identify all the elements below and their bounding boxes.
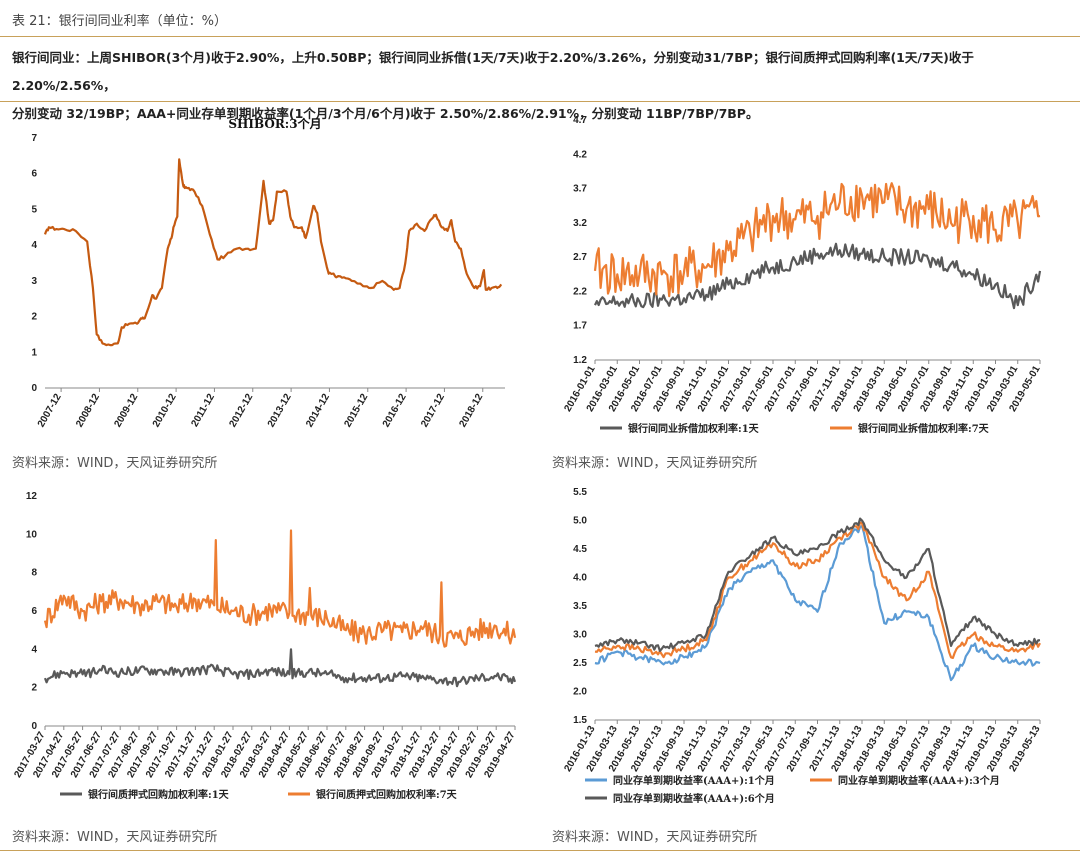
y-tick-label: 5.0 (573, 516, 587, 527)
series-line (594, 525, 1041, 682)
x-tick-label: 2017-12 (419, 392, 447, 430)
y-tick-label: 6 (31, 169, 37, 180)
x-tick-label: 2008-12 (74, 392, 102, 430)
source-note: 资料来源：WIND，天风证券研究所 (552, 456, 758, 471)
legend-label: 银行间质押式回购加权利率:7天 (316, 788, 458, 801)
legend-label: 银行间同业拆借加权利率:7天 (858, 422, 990, 435)
ncd-chart-svg: 1.52.02.53.03.54.04.55.05.52016-01-13201… (562, 487, 1042, 805)
y-tick-label: 3.5 (573, 601, 587, 612)
series-line (43, 529, 517, 648)
y-tick-label: 6 (31, 606, 37, 617)
top-rule (0, 36, 1080, 37)
y-tick-label: 4 (31, 240, 37, 251)
legend-label: 银行间同业拆借加权利率:1天 (628, 422, 760, 435)
y-tick-label: 4.5 (573, 544, 587, 555)
y-tick-label: 4 (31, 644, 37, 655)
summary-text: 银行间同业：上周SHIBOR(3个月)收于2.90%，上升0.50BP；银行间同… (12, 44, 1072, 128)
y-tick-label: 5.5 (573, 487, 587, 498)
y-tick-label: 2.0 (573, 687, 587, 698)
source-note: 资料来源：WIND，天风证券研究所 (12, 830, 218, 845)
summary-rule (0, 101, 1080, 102)
x-tick-label: 2009-12 (112, 392, 140, 430)
x-tick-label: 2015-12 (342, 392, 370, 430)
x-tick-label: 2012-12 (227, 392, 255, 430)
x-tick-label: 2013-12 (266, 392, 294, 430)
x-tick-label: 2010-12 (151, 392, 179, 430)
summary-line-1: 银行间同业：上周SHIBOR(3个月)收于2.90%，上升0.50BP；银行间同… (12, 50, 974, 93)
summary-line-2: 分别变动 32/19BP；AAA+同业存单到期收益率(1个月/3个月/6个月)收… (12, 106, 759, 121)
bottom-rule (0, 850, 1080, 851)
y-tick-label: 1 (31, 347, 37, 358)
y-tick-label: 5 (31, 204, 37, 215)
y-tick-label: 2 (31, 683, 37, 694)
y-tick-label: 1.5 (573, 715, 587, 726)
y-tick-label: 0 (31, 721, 37, 732)
repo-chart: 0 2 4 6 8 10 12 2017-03-27 2017-04-27 2017-05-27 2… (0, 480, 540, 820)
y-tick-label: 12 (26, 491, 38, 502)
series-line (594, 521, 1041, 659)
shibor-chart-svg: SHIBOR:3个月 0 1 2 3 4 5 6 7 2007-12 2008-12 2009-12 2… (31, 116, 505, 430)
shibor-chart: SHIBOR:3个月 0 1 2 3 4 5 6 7 2007-12 2008-12 2009-12 2… (0, 108, 540, 448)
repo-chart-svg: 0246810122017-03-272017-04-272017-05-272… (12, 491, 517, 801)
y-tick-label: 2.5 (573, 658, 587, 669)
legend-label: 同业存单到期收益率(AAA+):3个月 (838, 774, 1000, 787)
x-tick-label: 2007-12 (36, 392, 64, 430)
series-line (594, 242, 1042, 310)
series-line (594, 517, 1041, 652)
y-tick-label: 3.2 (573, 218, 587, 229)
source-note: 资料来源：WIND，天风证券研究所 (12, 456, 218, 471)
y-tick-label: 4.0 (573, 573, 587, 584)
interbank-chart: 1.2 1.7 2.2 2.7 3.2 3.7 4.2 4.7 2016-01-01 2016-0… (540, 108, 1080, 448)
series-line (43, 648, 517, 688)
y-tick-label: 1.2 (573, 355, 587, 366)
source-note: 资料来源：WIND，天风证券研究所 (552, 830, 758, 845)
legend-label: 同业存单到期收益率(AAA+):6个月 (613, 792, 775, 805)
x-tick-label: 2014-12 (304, 392, 332, 430)
table-caption: 表 21：银行间同业利率（单位：%） (12, 14, 228, 29)
y-tick-label: 10 (26, 529, 38, 540)
chart-title: SHIBOR:3个月 (228, 116, 321, 131)
x-tick-label: 2016-12 (381, 392, 409, 430)
interbank-chart-svg: 1.21.72.22.73.23.74.24.72016-01-012016-0… (562, 115, 1042, 435)
series-line (593, 182, 1041, 298)
y-tick-label: 7 (31, 133, 37, 144)
legend-label: 同业存单到期收益率(AAA+):1个月 (613, 774, 775, 787)
y-tick-label: 2.2 (573, 286, 587, 297)
ncd-chart: 1.5 2.0 2.5 3.0 3.5 4.0 4.5 5.0 5.5 2016-01-13 201… (540, 480, 1080, 820)
y-tick-label: 4.7 (573, 115, 587, 126)
legend-label: 银行间质押式回购加权利率:1天 (88, 788, 230, 801)
y-tick-label: 3.0 (573, 630, 587, 641)
y-tick-label: 0 (31, 383, 37, 394)
y-tick-label: 1.7 (573, 321, 587, 332)
series-line (43, 158, 503, 347)
y-tick-label: 3 (31, 276, 37, 287)
y-tick-label: 4.2 (573, 149, 587, 160)
x-tick-label: 2018-12 (457, 392, 485, 430)
y-tick-label: 2.7 (573, 252, 587, 263)
x-tick-label: 2011-12 (189, 392, 217, 429)
y-tick-label: 8 (31, 568, 37, 579)
y-tick-label: 2 (31, 312, 37, 323)
y-tick-label: 3.7 (573, 184, 587, 195)
